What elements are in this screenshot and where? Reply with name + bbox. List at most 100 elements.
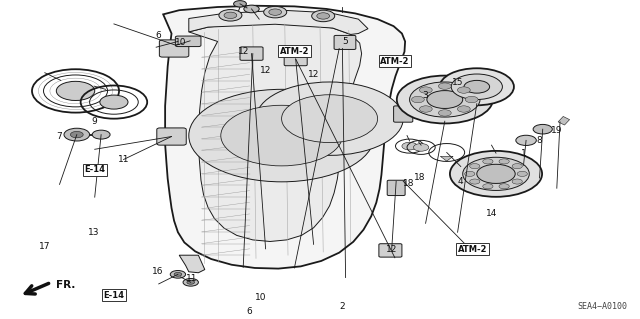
- Circle shape: [512, 179, 522, 184]
- Text: 7: 7: [57, 132, 62, 141]
- Circle shape: [187, 280, 195, 284]
- Circle shape: [470, 164, 480, 169]
- Circle shape: [264, 6, 287, 18]
- Circle shape: [70, 131, 83, 138]
- Text: 10: 10: [175, 38, 186, 47]
- Circle shape: [465, 171, 475, 176]
- Circle shape: [317, 13, 330, 19]
- Circle shape: [458, 87, 470, 93]
- Circle shape: [465, 96, 478, 103]
- Text: SEA4−A0100: SEA4−A0100: [577, 302, 627, 311]
- Circle shape: [427, 91, 463, 108]
- Circle shape: [464, 80, 490, 93]
- Circle shape: [402, 142, 417, 150]
- Circle shape: [450, 151, 542, 197]
- Circle shape: [312, 10, 335, 22]
- Polygon shape: [440, 156, 453, 161]
- Circle shape: [533, 124, 552, 134]
- Circle shape: [451, 74, 502, 100]
- Text: E-14: E-14: [104, 291, 124, 300]
- Text: 9: 9: [92, 117, 97, 126]
- Text: 3: 3: [423, 91, 428, 100]
- Circle shape: [64, 128, 90, 141]
- Text: 17: 17: [39, 242, 51, 251]
- FancyBboxPatch shape: [379, 244, 402, 257]
- Text: 1: 1: [521, 149, 526, 158]
- Circle shape: [92, 130, 110, 139]
- Circle shape: [256, 82, 403, 155]
- Circle shape: [499, 184, 509, 189]
- Circle shape: [224, 12, 237, 19]
- Text: 12: 12: [386, 245, 397, 254]
- Text: 10: 10: [255, 293, 267, 302]
- FancyBboxPatch shape: [394, 106, 413, 122]
- Text: 18: 18: [414, 173, 426, 182]
- Circle shape: [458, 106, 470, 112]
- Text: 11: 11: [118, 155, 129, 164]
- FancyBboxPatch shape: [175, 36, 201, 47]
- Circle shape: [483, 159, 493, 164]
- Polygon shape: [189, 23, 362, 241]
- Text: 13: 13: [88, 228, 100, 237]
- Circle shape: [282, 95, 378, 143]
- Circle shape: [419, 106, 432, 112]
- Circle shape: [483, 184, 493, 189]
- Text: 15: 15: [452, 78, 463, 87]
- Circle shape: [183, 278, 198, 286]
- FancyBboxPatch shape: [387, 180, 405, 196]
- Circle shape: [234, 1, 246, 7]
- Text: 16: 16: [152, 267, 164, 276]
- Text: 2: 2: [340, 302, 345, 311]
- Text: 5: 5: [343, 37, 348, 46]
- Polygon shape: [179, 255, 205, 273]
- Text: 12: 12: [308, 70, 319, 79]
- Circle shape: [174, 272, 182, 276]
- Circle shape: [517, 171, 527, 176]
- Circle shape: [410, 82, 480, 117]
- Circle shape: [244, 5, 259, 13]
- Circle shape: [438, 110, 451, 116]
- Text: 6: 6: [156, 31, 161, 40]
- Circle shape: [499, 159, 509, 164]
- Polygon shape: [189, 10, 368, 34]
- FancyBboxPatch shape: [157, 128, 186, 145]
- Circle shape: [219, 10, 242, 21]
- Circle shape: [412, 96, 424, 103]
- Circle shape: [438, 83, 451, 89]
- Circle shape: [170, 271, 186, 278]
- Circle shape: [477, 164, 515, 183]
- Text: E-14: E-14: [84, 165, 105, 174]
- Text: 14: 14: [486, 209, 497, 218]
- FancyBboxPatch shape: [240, 47, 263, 60]
- Text: 4: 4: [458, 177, 463, 186]
- FancyBboxPatch shape: [284, 52, 307, 66]
- Circle shape: [413, 144, 429, 151]
- Circle shape: [221, 105, 342, 166]
- Circle shape: [463, 157, 529, 190]
- Text: 8: 8: [537, 137, 542, 145]
- Circle shape: [269, 9, 282, 15]
- Polygon shape: [163, 6, 405, 269]
- Polygon shape: [558, 116, 570, 125]
- Text: 12: 12: [260, 66, 271, 75]
- Text: FR.: FR.: [56, 279, 76, 290]
- Circle shape: [189, 89, 374, 182]
- Circle shape: [516, 135, 536, 145]
- Circle shape: [419, 87, 432, 93]
- Circle shape: [56, 81, 95, 100]
- Text: 18: 18: [403, 179, 414, 188]
- Circle shape: [512, 164, 522, 169]
- Text: ATM-2: ATM-2: [280, 47, 309, 56]
- Circle shape: [470, 179, 480, 184]
- Text: 6: 6: [247, 307, 252, 315]
- Text: 12: 12: [237, 47, 249, 56]
- Circle shape: [397, 76, 493, 123]
- Circle shape: [100, 95, 128, 109]
- Text: 19: 19: [551, 126, 563, 135]
- Text: 11: 11: [186, 274, 198, 283]
- Circle shape: [440, 68, 514, 105]
- FancyBboxPatch shape: [334, 35, 356, 49]
- FancyBboxPatch shape: [159, 40, 189, 57]
- Text: ATM-2: ATM-2: [458, 245, 487, 254]
- Text: ATM-2: ATM-2: [380, 57, 410, 66]
